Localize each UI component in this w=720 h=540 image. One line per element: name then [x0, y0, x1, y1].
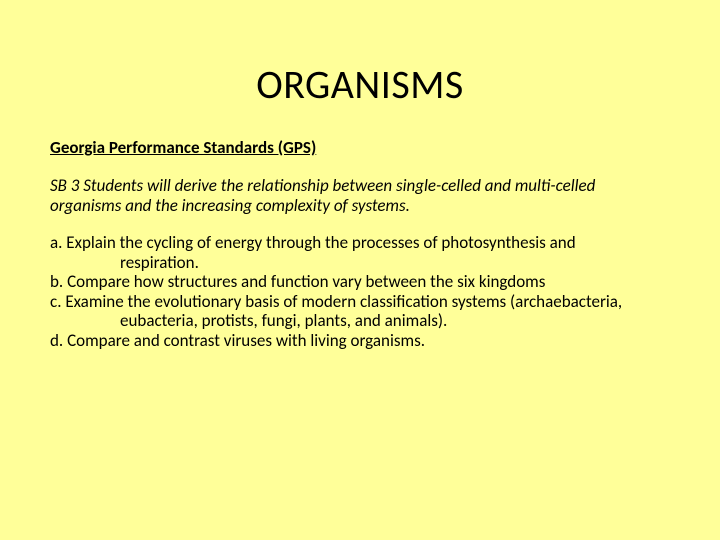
item-continuation: respiration.	[50, 253, 670, 273]
item-continuation: eubacteria, protists, fungi, plants, and…	[50, 311, 670, 331]
slide-content: ORGANISMS Georgia Performance Standards …	[0, 0, 720, 390]
standards-heading: Georgia Performance Standards (GPS)	[50, 137, 670, 158]
page-title: ORGANISMS	[50, 60, 670, 109]
item-label: b. Compare how structures and function v…	[50, 272, 670, 292]
list-item: a. Explain the cycling of energy through…	[50, 233, 670, 272]
item-label: c. Examine the evolutionary basis of mod…	[50, 292, 670, 312]
item-label: d. Compare and contrast viruses with liv…	[50, 331, 670, 351]
list-item: b. Compare how structures and function v…	[50, 272, 670, 292]
list-item: d. Compare and contrast viruses with liv…	[50, 331, 670, 351]
items-list: a. Explain the cycling of energy through…	[50, 233, 670, 350]
list-item: c. Examine the evolutionary basis of mod…	[50, 292, 670, 331]
standard-text: SB 3 Students will derive the relationsh…	[50, 176, 670, 215]
item-label: a. Explain the cycling of energy through…	[50, 233, 670, 253]
